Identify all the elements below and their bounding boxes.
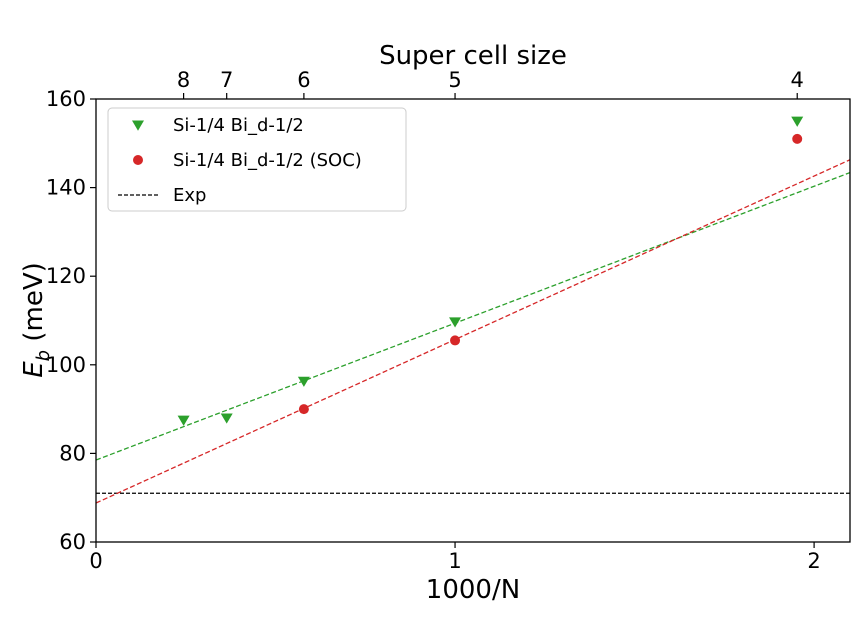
top-axis-label: Super cell size <box>379 41 567 71</box>
y-tick-label: 160 <box>46 87 86 111</box>
data-point <box>220 413 233 424</box>
y-axis-label: Eb (meV) <box>19 262 54 378</box>
data-point <box>449 317 462 328</box>
top-tick-label: 5 <box>448 68 461 92</box>
y-tick-label: 80 <box>59 441 86 465</box>
x-tick-label: 1 <box>448 549 461 573</box>
legend-marker <box>132 120 144 131</box>
legend-label: Exp <box>173 185 206 206</box>
plot-frame <box>95 98 851 543</box>
x-tick-label: 2 <box>807 549 820 573</box>
data-point <box>791 116 804 127</box>
fit-line <box>96 171 850 461</box>
legend-label: Si-1/4 Bi_d-1/2 <box>173 115 304 136</box>
top-tick-label: 4 <box>791 68 804 92</box>
legend-box <box>107 107 407 212</box>
legend-label: Si-1/4 Bi_d-1/2 (SOC) <box>173 150 362 171</box>
data-point <box>297 376 310 387</box>
data-point <box>450 335 461 346</box>
y-tick-label: 120 <box>46 264 86 288</box>
fit-line <box>96 159 850 504</box>
y-axis-label-main: E <box>19 361 49 378</box>
y-axis-label-unit: (meV) <box>19 262 49 350</box>
top-tick-label: 7 <box>220 68 233 92</box>
axes: 0 1 2 60 80 100 120 140 160 8 7 6 5 4 <box>46 68 851 573</box>
y-tick-label: 100 <box>46 353 86 377</box>
data-point <box>298 404 309 415</box>
x-tick-label: 0 <box>89 549 102 573</box>
top-tick-label: 8 <box>177 68 190 92</box>
y-tick-label: 140 <box>46 176 86 200</box>
x-axis-label: 1000/N <box>426 575 520 605</box>
data-point <box>177 415 190 426</box>
y-axis-label-sub: b <box>33 350 54 361</box>
legend: Si-1/4 Bi_d-1/2 Si-1/4 Bi_d-1/2 (SOC) Exp <box>107 107 407 212</box>
top-tick-label: 6 <box>297 68 310 92</box>
y-tick-label: 60 <box>59 530 86 554</box>
data-point <box>792 133 803 144</box>
legend-marker <box>133 155 143 165</box>
plot-area <box>96 116 850 504</box>
